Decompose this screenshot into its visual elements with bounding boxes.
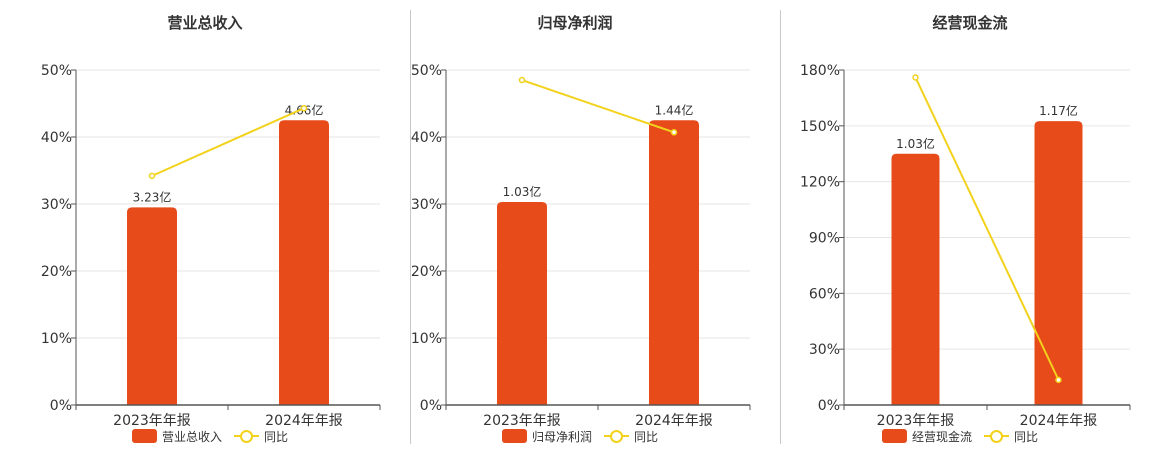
bar xyxy=(1034,121,1083,406)
y-tick-label: 0% xyxy=(50,398,72,414)
chart-svg: 0%10%20%30%40%50%3.23亿4.66亿2023年年报2024年年… xyxy=(41,63,381,429)
bar xyxy=(649,120,699,405)
y-tick-label: 50% xyxy=(41,63,72,79)
chart-panel-cash-flow: 经营现金流 0% 30% 60% 90% 120% 150% 180% 1.03亿 1.17亿 2… xyxy=(780,0,1160,450)
legend-bar-label: 营业总收入 xyxy=(162,429,223,444)
line-point xyxy=(1055,376,1062,384)
chart-svg: 0% 30% 60% 90% 120% 150% 180% 1.03亿 1.17亿 2023年年报… xyxy=(800,63,1131,429)
chart-svg: 0% 10% 20% 30% 40% 50% 1.03亿 1.44亿 2023年年报 2024年年… xyxy=(411,63,751,429)
chart-panel-revenue: 营业总收入 0%10%20%30%40%50%3.23亿4.66亿2023年年报… xyxy=(0,0,410,450)
x-tick-label: 2024年年报 xyxy=(1020,413,1098,429)
legend-line-swatch xyxy=(604,429,630,443)
y-tick-label: 120% xyxy=(800,175,840,191)
legend-bar-swatch xyxy=(882,429,907,443)
chart-legend: 营业总收入 同比 xyxy=(132,427,288,445)
chart-title: 营业总收入 xyxy=(167,14,243,32)
legend-bar-swatch xyxy=(502,429,527,443)
chart-legend: 归母净利润 同比 xyxy=(502,427,658,445)
line-series xyxy=(521,79,675,134)
chart-title: 归母净利润 xyxy=(537,14,613,32)
panel-divider xyxy=(410,10,411,444)
y-tick-label: 20% xyxy=(41,264,72,280)
line-series xyxy=(914,77,1060,381)
legend-line-swatch xyxy=(234,429,260,443)
panel-divider xyxy=(780,10,781,444)
bar-data-label: 3.23亿 xyxy=(133,189,172,204)
line-point xyxy=(670,129,678,136)
y-tick-label: 150% xyxy=(800,119,840,135)
bar xyxy=(891,153,940,405)
legend-bar-label: 归母净利润 xyxy=(532,429,593,444)
bar-data-label: 1.17亿 xyxy=(1039,103,1078,118)
y-tick-label: 180% xyxy=(800,63,840,79)
bar xyxy=(279,120,329,405)
y-tick-label: 90% xyxy=(809,231,840,247)
y-tick-label: 0% xyxy=(420,398,442,414)
line-point xyxy=(148,172,156,180)
y-tick-label: 60% xyxy=(809,286,840,302)
legend-bar-swatch xyxy=(132,429,157,443)
line-series xyxy=(151,107,305,177)
y-tick-label: 50% xyxy=(411,63,442,79)
y-tick-label: 30% xyxy=(809,342,840,358)
bar-data-label: 1.03亿 xyxy=(896,136,935,151)
line-point xyxy=(518,76,526,84)
y-tick-label: 10% xyxy=(41,331,72,347)
legend-line-label: 同比 xyxy=(264,429,289,444)
bar-data-label: 1.03亿 xyxy=(503,184,542,199)
legend-line-swatch xyxy=(984,429,1010,443)
bar-data-label: 1.44亿 xyxy=(655,102,694,117)
chart-legend: 经营现金流 同比 xyxy=(882,427,1038,445)
x-tick-label: 2023年年报 xyxy=(483,413,561,429)
bar xyxy=(127,207,177,405)
y-tick-label: 30% xyxy=(41,197,72,213)
x-tick-label: 2023年年报 xyxy=(113,413,191,429)
bar xyxy=(497,201,547,405)
y-tick-label: 10% xyxy=(411,331,442,347)
legend-line-label: 同比 xyxy=(634,429,659,444)
legend-bar-label: 经营现金流 xyxy=(912,429,973,444)
y-tick-label: 40% xyxy=(41,130,72,146)
line-point xyxy=(912,74,919,81)
y-tick-label: 20% xyxy=(411,264,442,280)
y-tick-label: 0% xyxy=(818,398,840,414)
y-tick-label: 40% xyxy=(411,130,442,146)
chart-panel-net-profit: 归母净利润 0% 10% 20% 30% 40% 50% 1.03亿 1.44亿 2023年年报… xyxy=(370,0,780,450)
legend-line-label: 同比 xyxy=(1014,429,1039,444)
line-point xyxy=(300,104,308,112)
y-tick-label: 30% xyxy=(411,197,442,213)
x-tick-label: 2024年年报 xyxy=(265,413,343,429)
x-tick-label: 2023年年报 xyxy=(877,413,955,429)
x-tick-label: 2024年年报 xyxy=(635,413,713,429)
chart-title: 经营现金流 xyxy=(932,14,1008,32)
